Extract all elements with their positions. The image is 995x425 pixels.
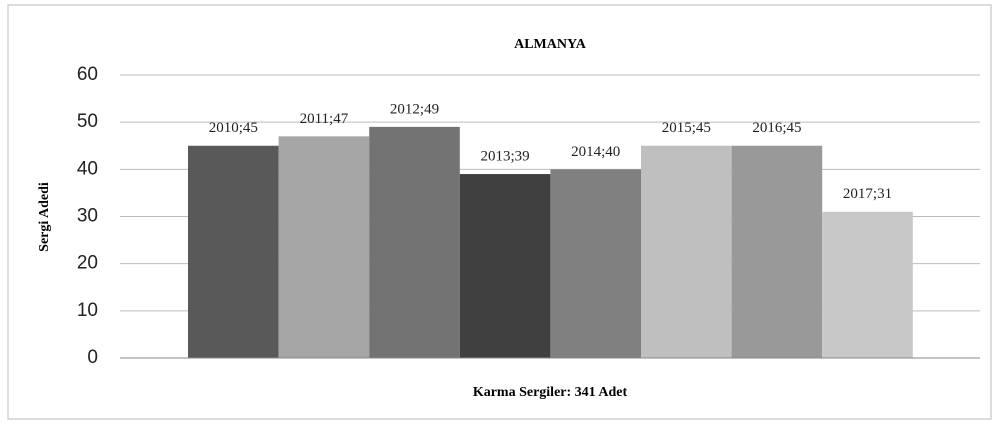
data-label: 2010;45 [209,120,258,136]
data-label: 2016;45 [752,120,801,136]
y-tick-label: 30 [77,206,98,227]
y-axis-label: Sergi Adedi [37,182,52,252]
bar [278,136,370,358]
data-label: 2014;40 [571,144,620,160]
y-tick-label: 60 [77,64,98,85]
data-label: 2012;49 [390,101,439,117]
data-label: 2017;31 [843,186,892,202]
y-tick-label: 50 [77,111,98,132]
data-label: 2015;45 [662,120,711,136]
x-axis-label: Karma Sergiler: 341 Adet [473,385,628,400]
y-tick-label: 20 [77,253,98,274]
y-tick-label: 40 [77,158,98,179]
data-label: 2013;39 [481,148,530,164]
bar [731,145,823,358]
bar [641,145,732,358]
bar [550,169,641,358]
y-tick-label: 10 [77,300,98,321]
bar [188,145,279,358]
bar [459,174,551,358]
y-tick-label: 0 [87,347,98,368]
bar [822,211,913,358]
bar [369,126,460,358]
data-label: 2011;47 [300,111,349,127]
chart-title: ALMANYA [514,37,587,52]
